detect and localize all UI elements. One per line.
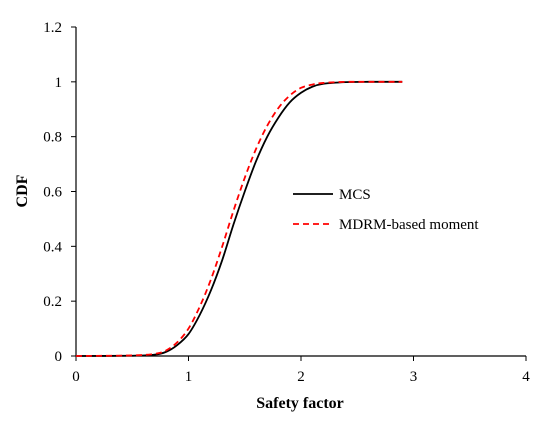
y-tick-label: 0.8 (43, 130, 62, 146)
y-tick-label: 0.4 (43, 239, 62, 255)
y-tick-label: 0 (55, 349, 63, 365)
y-tick-label: 1 (55, 75, 63, 91)
y-tick-label: 0.6 (43, 185, 62, 201)
x-tick-label: 0 (72, 369, 80, 385)
x-tick-label: 2 (297, 369, 305, 385)
series-mdrm-line (75, 80, 403, 357)
x-tick-label: 3 (410, 369, 418, 385)
y-tick-label: 0.2 (43, 294, 62, 310)
series-mcs-line (75, 80, 403, 357)
x-axis-title: Safety factor (256, 395, 344, 412)
y-axis-title: CDF (14, 174, 31, 207)
legend-label-mdrm: MDRM-based moment (339, 217, 479, 233)
y-tick-label: 1.2 (43, 20, 62, 36)
tick-labels: 0 1 2 3 4 0 0.2 0.4 0.6 0.8 1 1.2 (43, 20, 530, 385)
legend-label-mcs: MCS (339, 187, 371, 203)
x-tick-label: 1 (185, 369, 193, 385)
legend: MCS MDRM-based moment (293, 187, 479, 233)
series-layer (75, 80, 403, 357)
x-tick-label: 4 (522, 369, 530, 385)
axes (75, 27, 526, 357)
